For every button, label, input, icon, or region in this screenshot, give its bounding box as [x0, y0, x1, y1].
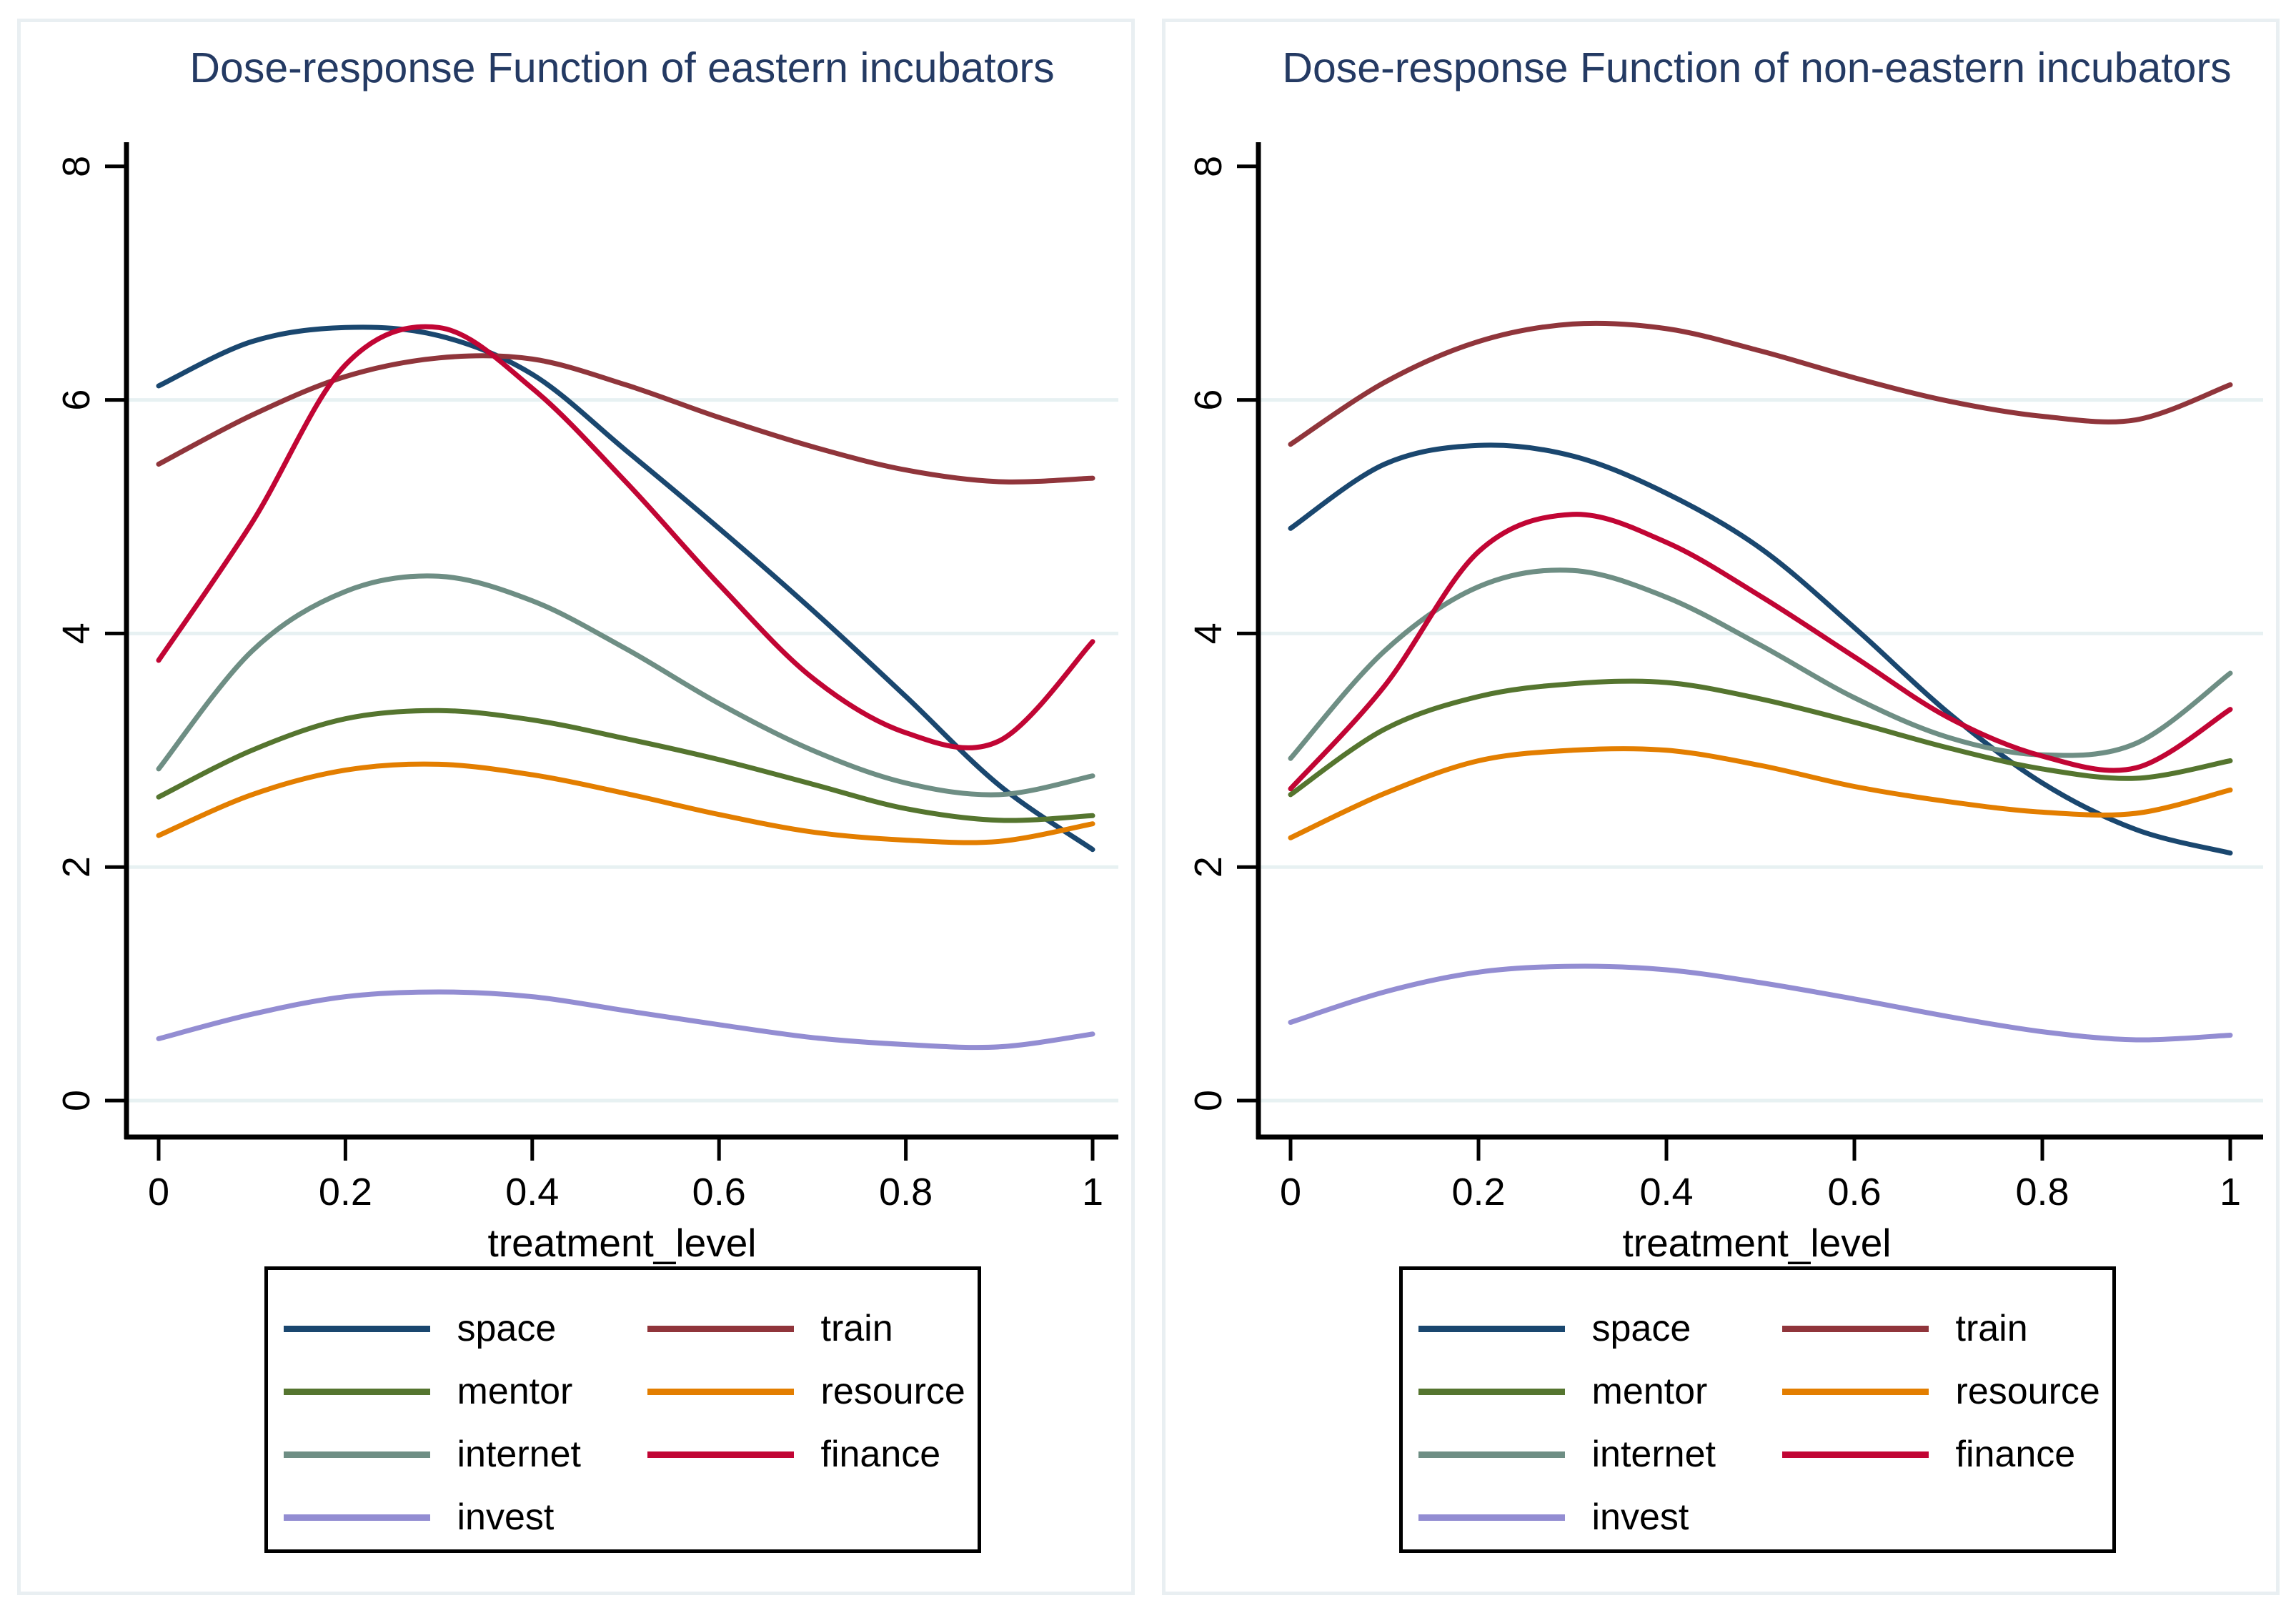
- legend-swatch-internet: [1418, 1451, 1565, 1458]
- legend-item-invest: invest: [283, 1486, 647, 1549]
- legend-label: internet: [457, 1434, 581, 1475]
- x-tick-label: 0.2: [1451, 1171, 1505, 1214]
- legend-swatch-invest: [1418, 1514, 1565, 1521]
- legend-swatch-finance: [647, 1451, 794, 1458]
- legend-label: space: [1591, 1308, 1691, 1349]
- legend-item-finance: finance: [647, 1423, 976, 1486]
- x-tick-label: 0.8: [879, 1171, 933, 1214]
- x-axis-title: treatment_level: [1622, 1221, 1892, 1265]
- page-title: Dose-response Function of non-eastern in…: [1282, 44, 2232, 91]
- legend-item-internet: internet: [283, 1423, 647, 1486]
- legend: space train mentor resource internet finance i…: [1398, 1266, 2116, 1553]
- legend-item-train: train: [647, 1297, 976, 1360]
- legend-label: mentor: [457, 1371, 573, 1412]
- legend-item-mentor: mentor: [1418, 1360, 1782, 1423]
- series-line-resource: [156, 761, 1095, 845]
- graph-eastern-incubators: Dose-response Function of eastern incuba…: [17, 19, 1135, 1595]
- y-tick-label: 4: [55, 622, 98, 644]
- series-line-resource: [1288, 746, 2233, 840]
- x-tick-label: 0.8: [2015, 1171, 2069, 1214]
- legend-item-invest: invest: [1418, 1486, 1782, 1549]
- x-tick-label: 0.4: [505, 1171, 559, 1214]
- legend-item-space: space: [283, 1297, 647, 1360]
- legend-swatch-invest: [283, 1514, 430, 1521]
- series-line-internet: [156, 573, 1095, 798]
- legend-label: finance: [820, 1434, 941, 1475]
- legend-label: finance: [1955, 1434, 2076, 1475]
- legend-item-resource: resource: [647, 1360, 976, 1423]
- legend-swatch-mentor: [1418, 1388, 1565, 1395]
- x-tick-label: 1: [2220, 1171, 2241, 1214]
- legend-item-internet: internet: [1418, 1423, 1782, 1486]
- legend-label: internet: [1591, 1434, 1716, 1475]
- y-tick-label: 6: [1187, 389, 1230, 411]
- x-axis-title: treatment_level: [487, 1221, 757, 1265]
- x-tick-label: 0.6: [1827, 1171, 1881, 1214]
- x-tick-label: 1: [1082, 1171, 1103, 1214]
- legend-label: mentor: [1591, 1371, 1708, 1412]
- y-tick-label: 8: [55, 156, 98, 177]
- legend-swatch-train: [1781, 1325, 1929, 1332]
- legend-label: train: [820, 1308, 893, 1349]
- legend-item-resource: resource: [1781, 1360, 2111, 1423]
- y-tick-label: 2: [1187, 856, 1230, 878]
- series-line-invest: [1288, 963, 2233, 1043]
- legend-label: train: [1955, 1308, 2028, 1349]
- legend: space train mentor resource internet finance i…: [264, 1266, 981, 1553]
- x-tick-label: 0.2: [319, 1171, 372, 1214]
- x-tick-label: 0: [148, 1171, 169, 1214]
- legend-swatch-finance: [1781, 1451, 1929, 1458]
- series-line-invest: [156, 989, 1095, 1051]
- page-title: Dose-response Function of eastern incuba…: [189, 44, 1055, 91]
- series-line-mentor: [1288, 678, 2233, 798]
- x-tick-label: 0: [1280, 1171, 1301, 1214]
- y-tick-label: 8: [1187, 156, 1230, 177]
- legend-swatch-train: [647, 1325, 794, 1332]
- legend-swatch-space: [283, 1325, 430, 1332]
- x-tick-label: 0.6: [692, 1171, 746, 1214]
- y-tick-label: 0: [1187, 1090, 1230, 1111]
- y-tick-label: 4: [1187, 622, 1230, 644]
- legend-label: invest: [457, 1497, 555, 1538]
- legend-label: space: [457, 1308, 557, 1349]
- plot-area-non-eastern: 0 2 4 6 8 0 0.2 0.4 0.6 0.8 1: [1187, 142, 2263, 1214]
- graph-non-eastern-incubators: Dose-response Function of non-eastern in…: [1162, 19, 2280, 1595]
- legend-label: resource: [1955, 1371, 2100, 1412]
- series-line-train: [156, 353, 1095, 485]
- legend-label: resource: [820, 1371, 965, 1412]
- x-tick-label: 0.4: [1639, 1171, 1693, 1214]
- legend-item-train: train: [1781, 1297, 2111, 1360]
- legend-item-space: space: [1418, 1297, 1782, 1360]
- legend-item-finance: finance: [1781, 1423, 2111, 1486]
- plot-area-eastern: 0 2 4 6 8 0 0.2 0.4 0.6 0.8 1: [55, 142, 1118, 1214]
- legend-swatch-space: [1418, 1325, 1565, 1332]
- series-line-finance: [1288, 512, 2233, 792]
- series-line-space: [156, 324, 1095, 853]
- y-tick-label: 6: [55, 389, 98, 411]
- series-line-finance: [156, 324, 1095, 750]
- y-tick-label: 2: [55, 856, 98, 878]
- legend-label: invest: [1591, 1497, 1689, 1538]
- legend-swatch-resource: [1781, 1388, 1929, 1395]
- series-line-space: [1288, 442, 2233, 856]
- legend-swatch-mentor: [283, 1388, 430, 1395]
- series-line-train: [1288, 320, 2233, 447]
- y-tick-label: 0: [55, 1090, 98, 1111]
- legend-item-mentor: mentor: [283, 1360, 647, 1423]
- legend-swatch-internet: [283, 1451, 430, 1458]
- legend-swatch-resource: [647, 1388, 794, 1395]
- series-line-mentor: [156, 708, 1095, 823]
